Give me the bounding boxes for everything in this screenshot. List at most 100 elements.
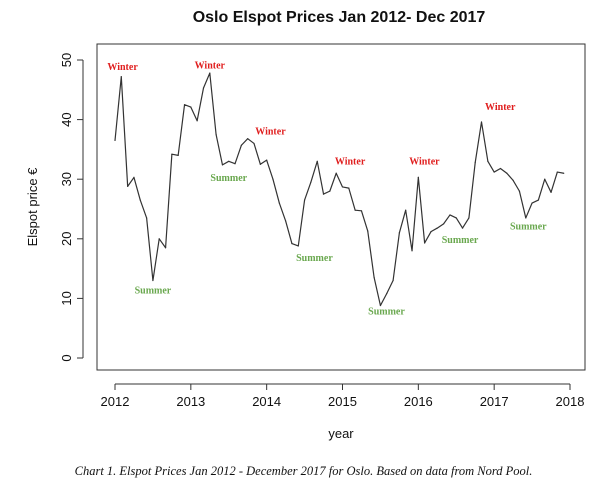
season-annotation: Winter [409,156,440,167]
season-annotation: Summer [135,286,172,297]
data-point [152,279,154,282]
data-point [177,154,179,156]
data-point [512,179,514,181]
data-point [367,230,369,232]
data-point [316,160,318,162]
annotation-layer: Winter Summer Winter Summer Winter Summer Wint… [107,60,547,317]
data-point [322,193,325,195]
data-point [550,191,552,193]
plot-frame [96,43,586,371]
data-point [537,199,539,201]
y-axis-label: Elspot price € [25,167,40,247]
data-point [392,279,394,282]
line-chart: Oslo Elspot Prices Jan 2012- Dec 2017 0 1… [25,9,586,441]
data-point [127,185,129,187]
season-annotation: Summer [210,173,247,184]
data-point [493,171,495,173]
season-annotation: Summer [510,221,547,232]
data-point [474,161,476,164]
data-point [202,87,205,89]
x-tick-label: 2016 [404,394,433,409]
data-point [379,304,382,307]
data-point [430,231,432,233]
data-point [386,293,388,295]
data-point [360,210,363,212]
data-point [424,242,426,244]
data-point [171,153,173,155]
data-point [329,190,331,192]
data-point [253,142,255,145]
data-point [272,178,274,180]
data-point [461,227,464,229]
x-tick-label: 2012 [101,394,130,409]
data-point [487,160,489,162]
data-point [468,217,470,219]
x-tick-label: 2013 [176,394,205,409]
series-layer [114,72,565,307]
y-tick-label: 30 [59,172,74,186]
season-annotation: Summer [296,253,333,264]
data-point [556,171,558,173]
season-annotation: Summer [442,235,479,246]
y-tick-label: 50 [59,53,74,67]
data-point [442,223,445,225]
data-point [436,227,438,229]
y-tick-label: 0 [59,354,74,361]
data-point [531,202,533,204]
chart-caption: Chart 1. Elspot Prices Jan 2012 - Decemb… [74,464,533,478]
season-annotation: Summer [368,306,405,317]
season-annotation: Winter [335,156,366,167]
data-point [297,245,299,247]
x-tick-label: 2014 [252,394,281,409]
data-point [190,106,192,108]
data-point [310,181,312,183]
data-point [221,164,224,166]
data-point [348,187,350,189]
data-point [518,190,521,192]
series-line [114,72,564,307]
x-tick-label: 2015 [328,394,357,409]
season-annotation: Winter [107,62,138,73]
data-point [411,250,413,252]
x-axis-label: year [328,426,354,441]
chart-title: Oslo Elspot Prices Jan 2012- Dec 2017 [193,9,486,26]
y-tick-label: 10 [59,291,74,305]
data-point [228,160,230,162]
data-point [247,138,249,140]
data-point [291,242,293,245]
data-point [417,176,419,179]
data-point [506,172,508,174]
data-point [234,163,236,165]
season-annotation: Winter [255,127,286,138]
data-point [455,217,457,219]
data-point [499,167,502,170]
data-point [139,199,141,201]
data-point [398,232,400,234]
data-point [525,217,527,219]
season-annotation: Winter [195,60,226,71]
data-point [354,209,356,211]
data-point [196,120,198,122]
data-point [278,202,280,204]
data-point [240,144,243,146]
x-tick-label: 2018 [556,394,585,409]
y-tick-label: 20 [59,232,74,246]
data-point [164,247,167,249]
data-point [158,238,160,240]
data-point [183,104,186,106]
data-point [133,176,135,179]
data-point [285,220,287,222]
data-point [303,199,306,201]
data-point [480,121,483,123]
data-point [373,276,375,279]
x-tick-label: 2017 [480,394,509,409]
data-point [341,186,344,188]
data-point [114,139,116,142]
data-point [259,163,261,165]
data-point [120,76,122,78]
season-annotation: Winter [485,102,516,113]
data-point [563,172,565,174]
data-point [266,159,268,161]
data-point [215,133,217,136]
